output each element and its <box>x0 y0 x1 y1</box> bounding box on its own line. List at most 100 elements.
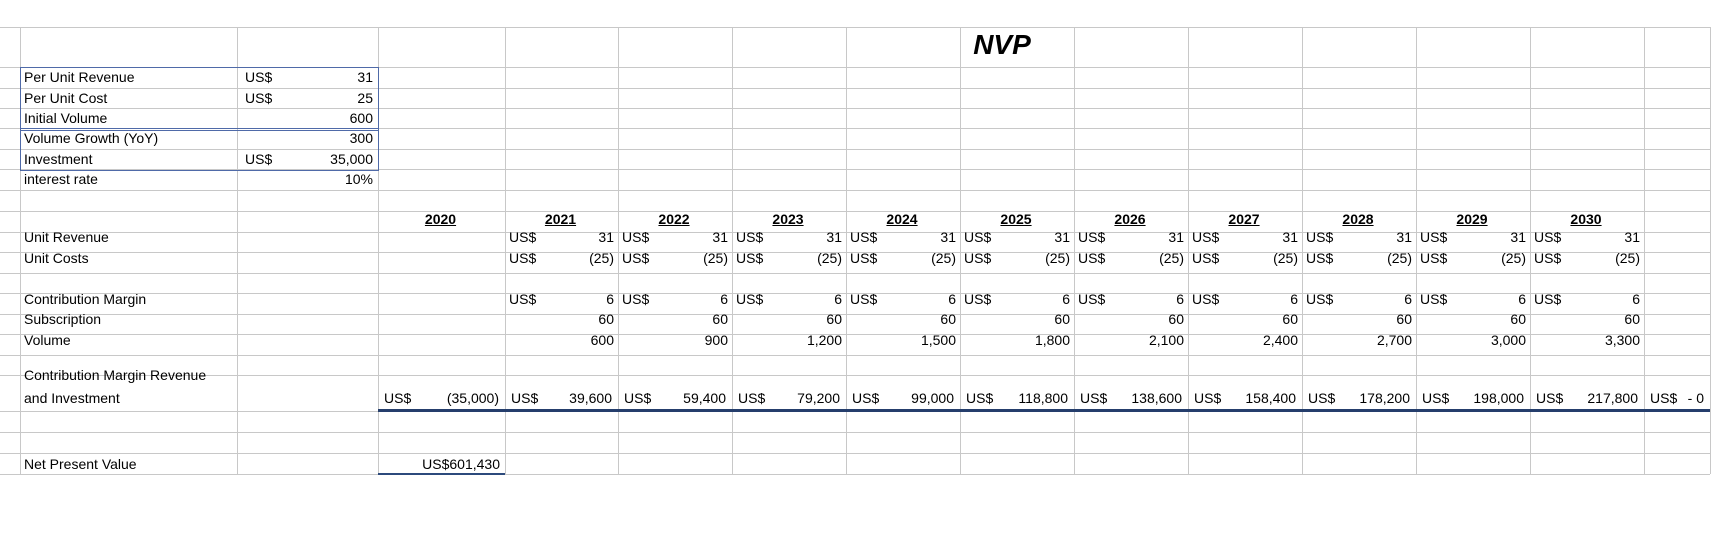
input-border <box>20 128 379 171</box>
volume-value: 2,400 <box>1262 332 1298 348</box>
subscription-value: 60 <box>712 311 728 327</box>
cm-revenue-value: 118,800 <box>1018 390 1068 406</box>
currency-unit: US$ <box>738 390 766 406</box>
currency-unit: US$ <box>622 250 650 266</box>
grid-column-line <box>1416 27 1417 474</box>
unit-revenue-value: 31 <box>1282 229 1298 245</box>
subscription-value: 60 <box>1282 311 1298 327</box>
input-label: Per Unit Cost <box>24 90 108 106</box>
unit-costs-value: (25) <box>817 250 842 266</box>
currency-unit: US$ <box>1308 390 1336 406</box>
currency-unit: US$ <box>850 291 878 307</box>
grid-row-line <box>0 149 1710 150</box>
volume-value: 1,500 <box>920 332 956 348</box>
currency-unit: US$ <box>1420 229 1448 245</box>
currency-unit: US$ <box>736 229 764 245</box>
cm-revenue-value: 79,200 <box>797 390 840 406</box>
grid-column-line <box>1644 27 1645 474</box>
currency-unit: US$ <box>1078 229 1106 245</box>
row-label: Subscription <box>24 311 102 327</box>
npv-cell-border[interactable] <box>378 453 505 475</box>
currency-unit: US$ <box>1534 291 1562 307</box>
currency-unit: US$ <box>964 229 992 245</box>
row-label: Contribution Margin Revenue <box>24 367 207 383</box>
cm-revenue-value: 198,000 <box>1473 390 1524 406</box>
grid-column-line <box>1188 27 1189 474</box>
subscription-value: 60 <box>1054 311 1070 327</box>
volume-value: 3,300 <box>1604 332 1640 348</box>
grid-column-line <box>1530 27 1531 474</box>
subscription-value: 60 <box>1396 311 1412 327</box>
currency-unit: US$ <box>736 291 764 307</box>
row-label: Contribution Margin <box>24 291 147 307</box>
currency-unit: US$ <box>1306 250 1334 266</box>
grid-row-line <box>0 67 1710 68</box>
year-header: 2022 <box>658 211 690 227</box>
unit-revenue-value: 31 <box>1510 229 1526 245</box>
year-header: 2027 <box>1228 211 1260 227</box>
input-label: Per Unit Revenue <box>24 69 135 85</box>
input-currency: US$ <box>245 151 273 167</box>
cm-revenue-value: 59,400 <box>683 390 726 406</box>
grid-row-line <box>0 293 1710 294</box>
contribution-margin-value: 6 <box>720 291 728 307</box>
currency-unit: US$ <box>1534 250 1562 266</box>
unit-revenue-value: 31 <box>1054 229 1070 245</box>
grid-column-line <box>1074 27 1075 474</box>
grid-row-line <box>0 334 1710 335</box>
row-label: Unit Revenue <box>24 229 109 245</box>
contribution-margin-value: 6 <box>1632 291 1640 307</box>
currency-unit: US$ <box>852 390 880 406</box>
grid-row-line <box>0 27 1710 28</box>
contribution-margin-value: 6 <box>1404 291 1412 307</box>
subscription-value: 60 <box>1510 311 1526 327</box>
contribution-margin-value: 6 <box>834 291 842 307</box>
row-label: Unit Costs <box>24 250 89 266</box>
unit-costs-value: (25) <box>1045 250 1070 266</box>
grid-row-line <box>0 474 1710 475</box>
input-border <box>20 67 379 131</box>
currency-unit: US$ <box>1306 229 1334 245</box>
cm-revenue-value: 158,400 <box>1245 390 1296 406</box>
grid-row-line <box>0 88 1710 89</box>
subscription-value: 60 <box>940 311 956 327</box>
currency-unit: US$ <box>850 229 878 245</box>
currency-unit: US$ <box>850 250 878 266</box>
npv-value: US$601,430 <box>422 456 500 472</box>
unit-revenue-value: 31 <box>826 229 842 245</box>
year-header: 2026 <box>1114 211 1146 227</box>
currency-unit: US$ <box>1420 250 1448 266</box>
currency-unit: US$ <box>1420 291 1448 307</box>
year-header: 2028 <box>1342 211 1374 227</box>
input-value: 10% <box>344 171 373 187</box>
currency-unit: US$ <box>1192 229 1220 245</box>
grid-row-line <box>0 314 1710 315</box>
volume-value: 3,000 <box>1490 332 1526 348</box>
volume-value: 2,700 <box>1376 332 1412 348</box>
grid-column-line <box>1710 27 1711 474</box>
subscription-value: 60 <box>598 311 614 327</box>
grid-row-line <box>0 252 1710 253</box>
grid-column-line <box>732 27 733 474</box>
row-label: Volume <box>24 332 71 348</box>
volume-value: 1,800 <box>1034 332 1070 348</box>
grid-row-line <box>0 432 1710 433</box>
input-value: 35,000 <box>330 151 373 167</box>
unit-costs-value: (25) <box>1159 250 1184 266</box>
cm-revenue-value: (35,000) <box>446 390 499 406</box>
currency-unit: US$ <box>509 291 537 307</box>
currency-unit: US$ <box>511 390 539 406</box>
year-header: 2029 <box>1456 211 1488 227</box>
unit-revenue-value: 31 <box>1168 229 1184 245</box>
cm-revenue-value: 138,600 <box>1131 390 1182 406</box>
unit-revenue-value: 31 <box>940 229 956 245</box>
input-value: 25 <box>357 90 373 106</box>
unit-revenue-value: 31 <box>598 229 614 245</box>
currency-unit: US$ <box>622 291 650 307</box>
currency-unit: US$ <box>966 390 994 406</box>
grid-column-line <box>618 27 619 474</box>
input-label: Volume Growth (YoY) <box>24 130 159 146</box>
currency-unit: US$ <box>1192 291 1220 307</box>
currency-unit: US$ <box>509 250 537 266</box>
